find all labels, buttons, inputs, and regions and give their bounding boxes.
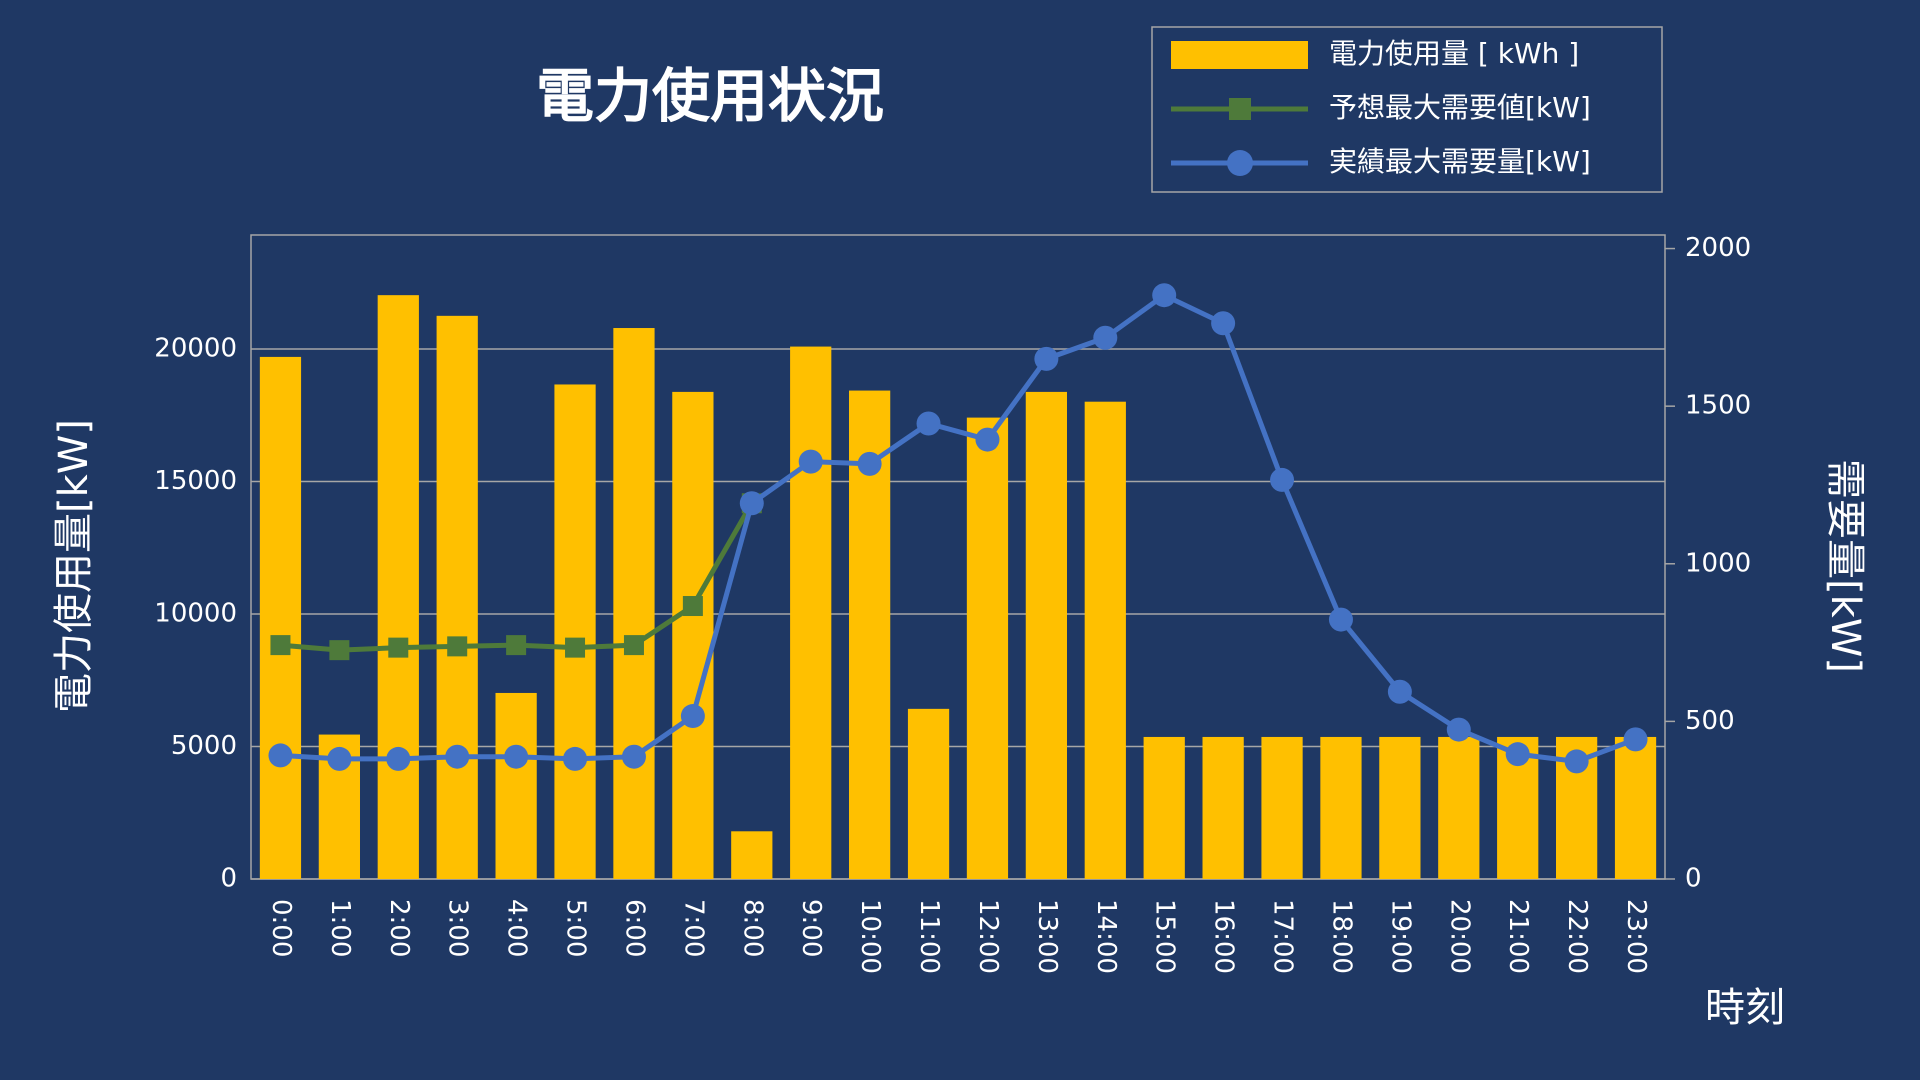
marker	[1211, 311, 1236, 336]
bar	[790, 346, 832, 879]
marker	[1564, 749, 1589, 774]
legend-label: 予想最大需要値[kW]	[1329, 91, 1591, 124]
x-axis-label: 時刻	[1705, 985, 1785, 1031]
marker	[1505, 742, 1530, 767]
marker	[680, 704, 705, 729]
bar	[731, 831, 773, 879]
bar	[1202, 736, 1244, 879]
x-tick-label: 22:00	[1562, 899, 1592, 974]
x-tick-label: 21:00	[1503, 899, 1533, 974]
x-tick-label: 13:00	[1032, 899, 1062, 974]
marker	[270, 635, 291, 656]
bar	[1379, 736, 1421, 879]
x-tick-label: 14:00	[1091, 899, 1121, 974]
marker	[798, 449, 823, 474]
y2-tick-label: 0	[1685, 864, 1702, 894]
x-tick-label: 9:00	[796, 899, 826, 957]
marker	[504, 744, 529, 769]
bar	[1084, 401, 1126, 879]
marker	[1152, 283, 1177, 308]
bar	[1143, 736, 1185, 879]
marker	[268, 743, 293, 768]
marker	[1270, 467, 1295, 492]
x-tick-label: 6:00	[619, 899, 649, 957]
marker	[565, 637, 586, 658]
bar	[1438, 736, 1480, 879]
marker	[1446, 717, 1471, 742]
legend-label: 電力使用量 [ kWh ]	[1329, 37, 1579, 70]
x-tick-label: 16:00	[1209, 899, 1239, 974]
bar	[1025, 391, 1067, 879]
x-tick-label: 10:00	[855, 899, 885, 974]
legend-marker	[1229, 98, 1251, 120]
y-tick-label: 0	[220, 864, 237, 894]
x-tick-label: 0:00	[266, 899, 296, 957]
x-tick-label: 1:00	[325, 899, 355, 957]
y2-tick-label: 1000	[1685, 548, 1751, 578]
marker	[1387, 679, 1412, 704]
x-tick-label: 11:00	[914, 899, 944, 974]
marker	[739, 491, 764, 516]
marker	[857, 451, 882, 476]
marker	[975, 427, 1000, 452]
marker	[1328, 607, 1353, 632]
x-tick-label: 15:00	[1150, 899, 1180, 974]
bar	[613, 328, 655, 879]
bar	[1261, 736, 1303, 879]
y-tick-label: 15000	[154, 466, 237, 496]
legend-marker	[1227, 150, 1253, 176]
marker	[327, 746, 352, 771]
marker	[1034, 346, 1059, 371]
marker	[916, 411, 941, 436]
y2-tick-label: 1500	[1685, 391, 1751, 421]
marker	[329, 640, 350, 661]
marker	[1093, 325, 1118, 350]
y-tick-label: 20000	[154, 333, 237, 363]
x-tick-label: 4:00	[502, 899, 532, 957]
x-tick-label: 17:00	[1268, 899, 1298, 974]
bar	[1320, 736, 1362, 879]
x-tick-label: 7:00	[678, 899, 708, 957]
marker	[1623, 727, 1648, 752]
marker	[682, 596, 703, 617]
x-tick-label: 18:00	[1326, 899, 1356, 974]
marker	[563, 746, 588, 771]
bar	[554, 384, 596, 879]
x-tick-label: 8:00	[737, 899, 767, 957]
bar	[259, 356, 302, 880]
bar	[966, 417, 1009, 879]
x-tick-label: 19:00	[1385, 899, 1415, 974]
y2-axis-label: 需要量[kW]	[1822, 459, 1868, 673]
chart-title: 電力使用状況	[536, 62, 884, 130]
marker	[445, 744, 470, 769]
y-tick-label: 10000	[154, 598, 237, 628]
x-tick-label: 2:00	[384, 899, 414, 957]
y2-tick-label: 500	[1685, 706, 1735, 736]
marker	[388, 637, 409, 658]
marker	[506, 635, 527, 656]
legend-swatch	[1171, 41, 1308, 69]
y-tick-label: 5000	[171, 731, 237, 761]
bar	[1614, 736, 1657, 879]
bar	[377, 295, 419, 879]
bar	[907, 708, 950, 879]
marker	[447, 636, 468, 657]
bar	[495, 692, 537, 879]
x-tick-label: 20:00	[1444, 899, 1474, 974]
y-axis-label: 電力使用量[kW]	[51, 419, 97, 713]
plot-border	[250, 234, 1666, 880]
x-tick-label: 3:00	[443, 899, 473, 957]
marker	[621, 744, 646, 769]
marker	[386, 746, 411, 771]
bar	[672, 391, 714, 879]
y2-tick-label: 2000	[1685, 233, 1751, 263]
bar	[436, 315, 478, 879]
marker	[623, 635, 644, 656]
x-tick-label: 5:00	[561, 899, 591, 957]
x-tick-label: 23:00	[1621, 899, 1651, 974]
legend-label: 実績最大需要量[kW]	[1329, 145, 1591, 178]
x-tick-label: 12:00	[973, 899, 1003, 974]
